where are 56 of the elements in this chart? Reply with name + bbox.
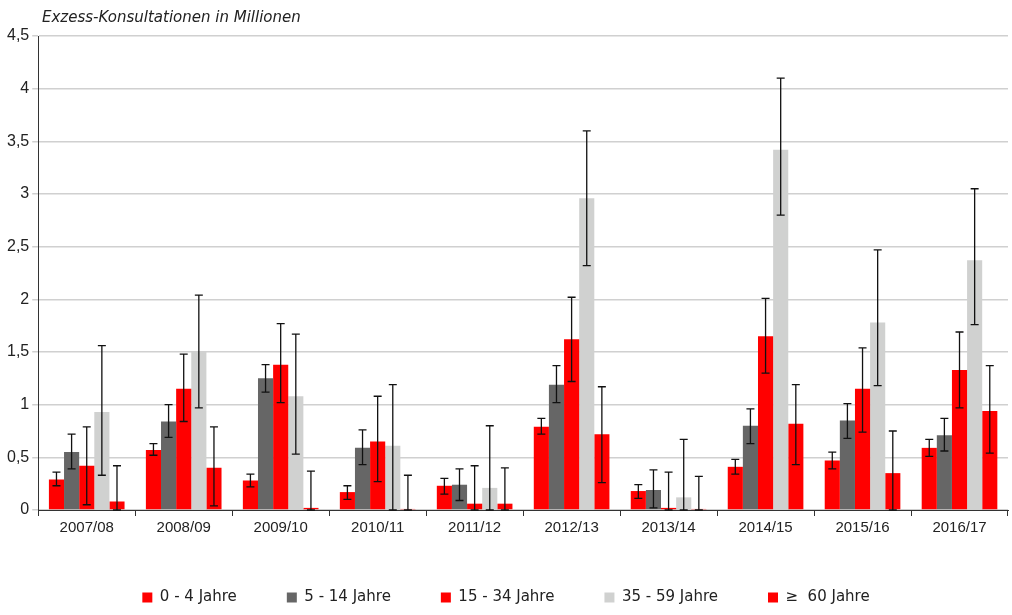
bar <box>854 388 871 510</box>
x-tick-label: 2015/16 <box>835 518 890 536</box>
x-tick-label: 2011/12 <box>448 518 502 536</box>
legend-label: 35 - 59 Jahre <box>621 587 719 606</box>
bar <box>176 388 192 510</box>
y-tick-label: 4 <box>20 79 30 97</box>
bar <box>161 421 177 510</box>
chart-title: Exzess-Konsultationen in Millionen <box>42 8 301 26</box>
bar <box>594 434 610 510</box>
bar <box>727 466 743 510</box>
bar <box>885 473 901 510</box>
x-tick-label: 2014/15 <box>738 518 793 536</box>
bar <box>839 420 855 510</box>
bar <box>824 460 840 510</box>
bar <box>564 339 580 510</box>
x-tick-label: 2010/11 <box>351 518 405 536</box>
x-tick-label: 2009/10 <box>253 518 308 536</box>
bar <box>951 369 968 510</box>
y-tick-label: 0,5 <box>6 447 30 465</box>
y-tick-label: 3,5 <box>6 131 30 149</box>
legend-label: 0 - 4 Jahre <box>159 587 237 606</box>
bar <box>273 364 289 510</box>
y-tick-label: 1,5 <box>6 342 30 360</box>
y-tick-label: 3 <box>20 184 30 202</box>
bar <box>354 447 371 510</box>
x-tick-label: 2013/14 <box>641 518 696 536</box>
bar <box>257 378 274 510</box>
y-tick-label: 2 <box>20 289 30 307</box>
bar <box>145 449 162 510</box>
bar <box>742 425 758 510</box>
bar <box>242 480 258 510</box>
y-tick-label: 4,5 <box>6 26 30 44</box>
x-tick-label: 2008/09 <box>156 518 211 536</box>
x-tick-label: 2012/13 <box>544 518 599 536</box>
bar <box>936 435 952 510</box>
bar <box>630 491 646 510</box>
x-tick-label: 2016/17 <box>932 518 987 536</box>
y-tick-label: 0 <box>20 500 30 518</box>
bar <box>436 485 452 510</box>
y-tick-label: 2,5 <box>6 237 30 255</box>
bar <box>370 441 386 510</box>
bar <box>548 384 565 510</box>
legend-label: 5 - 14 Jahre <box>304 587 391 606</box>
x-tick-label: 2007/08 <box>59 518 114 536</box>
y-tick-label: 1 <box>20 395 30 413</box>
bar <box>982 410 998 510</box>
bar <box>48 479 65 510</box>
bar <box>758 336 774 510</box>
bar <box>339 492 355 510</box>
bar <box>533 426 549 510</box>
legend-label: ≥ 60 Jahre <box>785 587 870 606</box>
bar <box>788 423 804 510</box>
legend-label: 15 - 34 Jahre <box>458 587 555 606</box>
bar <box>64 452 80 510</box>
bar <box>921 447 937 510</box>
bar <box>79 465 95 510</box>
